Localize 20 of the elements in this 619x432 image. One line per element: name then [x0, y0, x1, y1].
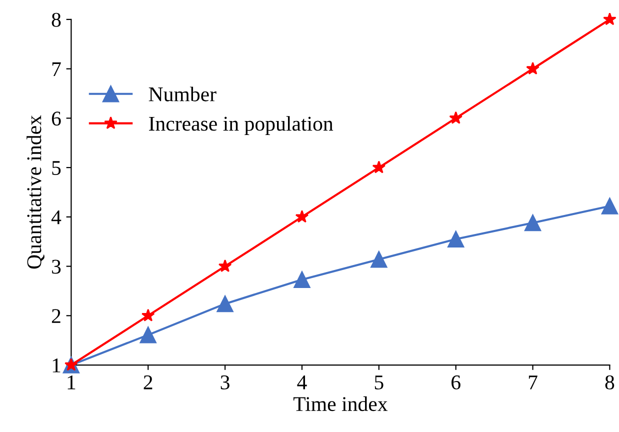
y-axis-title: Quantitative index: [26, 115, 44, 269]
x-axis-title: Time index: [293, 396, 388, 412]
y-tick-label: 1: [52, 358, 60, 372]
y-tick-label: 6: [52, 112, 61, 126]
x-tick-label: 8: [605, 375, 614, 390]
legend-label: Number: [148, 86, 216, 102]
x-tick-label: 5: [374, 376, 384, 390]
y-tick-label: 5: [52, 161, 61, 175]
x-tick-label: 4: [297, 376, 307, 390]
x-tick-label: 2: [144, 375, 152, 390]
x-tick-label: 7: [528, 376, 538, 390]
x-tick-label: 3: [220, 375, 230, 390]
y-tick-label: 3: [52, 260, 61, 274]
x-tick-label: 1: [68, 375, 76, 390]
x-tick-label: 6: [452, 375, 460, 390]
y-tick-label: 4: [51, 210, 62, 224]
legend-label: Increase in population: [149, 116, 334, 136]
y-tick-label: 7: [52, 62, 61, 76]
y-tick-label: 8: [52, 12, 61, 27]
y-tick-label: 2: [52, 309, 60, 323]
